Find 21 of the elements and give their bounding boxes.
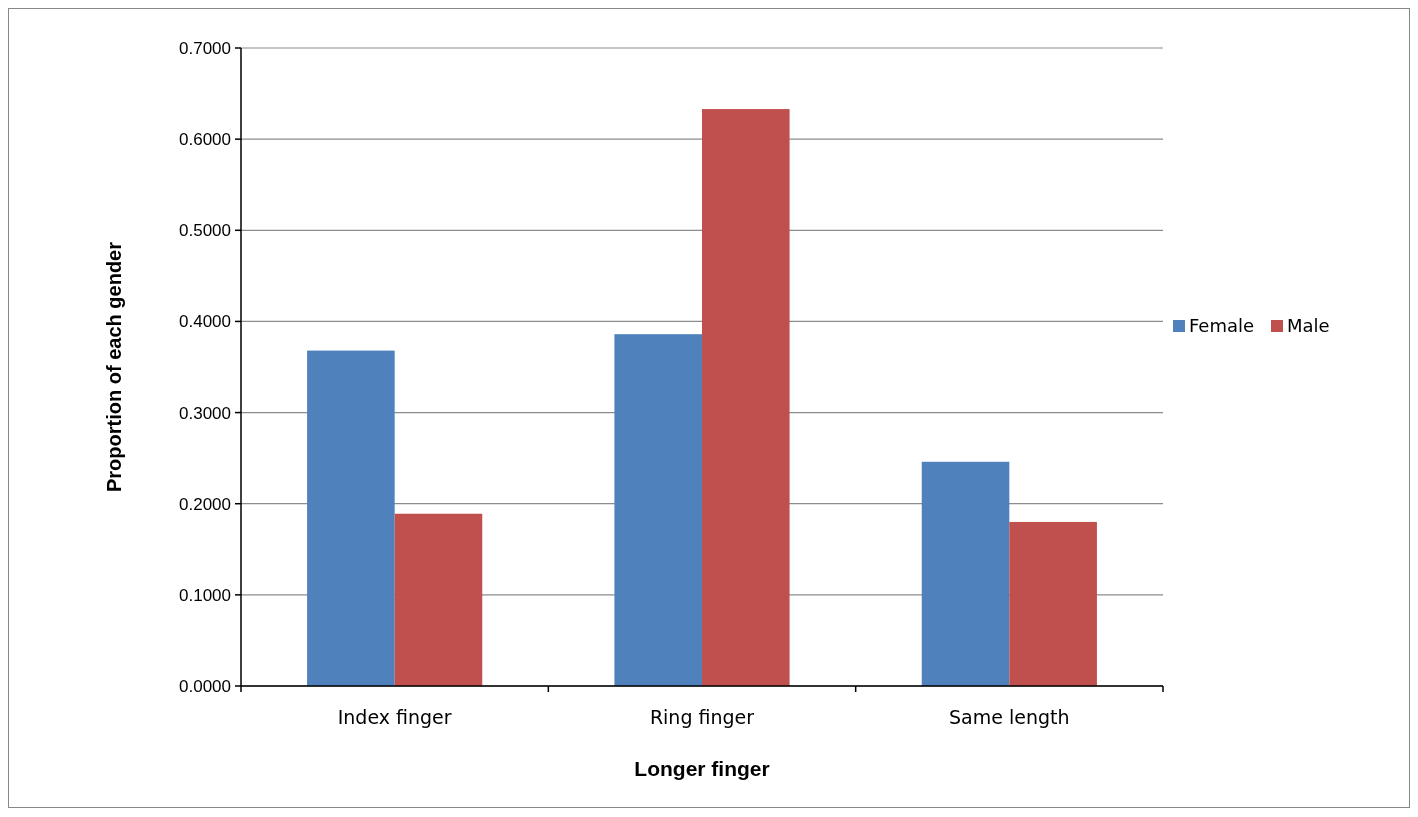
y-tick-label: 0.6000 [179, 130, 231, 150]
x-axis-title: Longer finger [634, 757, 770, 780]
x-tick-label: Index finger [337, 706, 452, 728]
legend-label: Male [1287, 315, 1330, 337]
bar [1009, 521, 1097, 686]
bar [394, 513, 483, 686]
y-axis-title: Proportion of each gender [103, 241, 125, 493]
y-tick-label: 0.2000 [179, 494, 231, 514]
bar [702, 109, 790, 686]
y-tick-label: 0.4000 [179, 312, 231, 332]
x-tick-label: Ring finger [649, 706, 755, 728]
y-tick-label: 0.0000 [179, 676, 231, 696]
bar [921, 461, 1010, 686]
y-tick-label: 0.7000 [179, 38, 231, 58]
x-tick-label: Same length [949, 706, 1070, 728]
y-tick-label: 0.3000 [179, 403, 231, 423]
bar [307, 350, 395, 686]
legend-label: Female [1189, 315, 1255, 337]
y-tick-label: 0.5000 [179, 221, 231, 241]
y-tick-label: 0.1000 [179, 585, 231, 605]
bar [614, 334, 702, 686]
